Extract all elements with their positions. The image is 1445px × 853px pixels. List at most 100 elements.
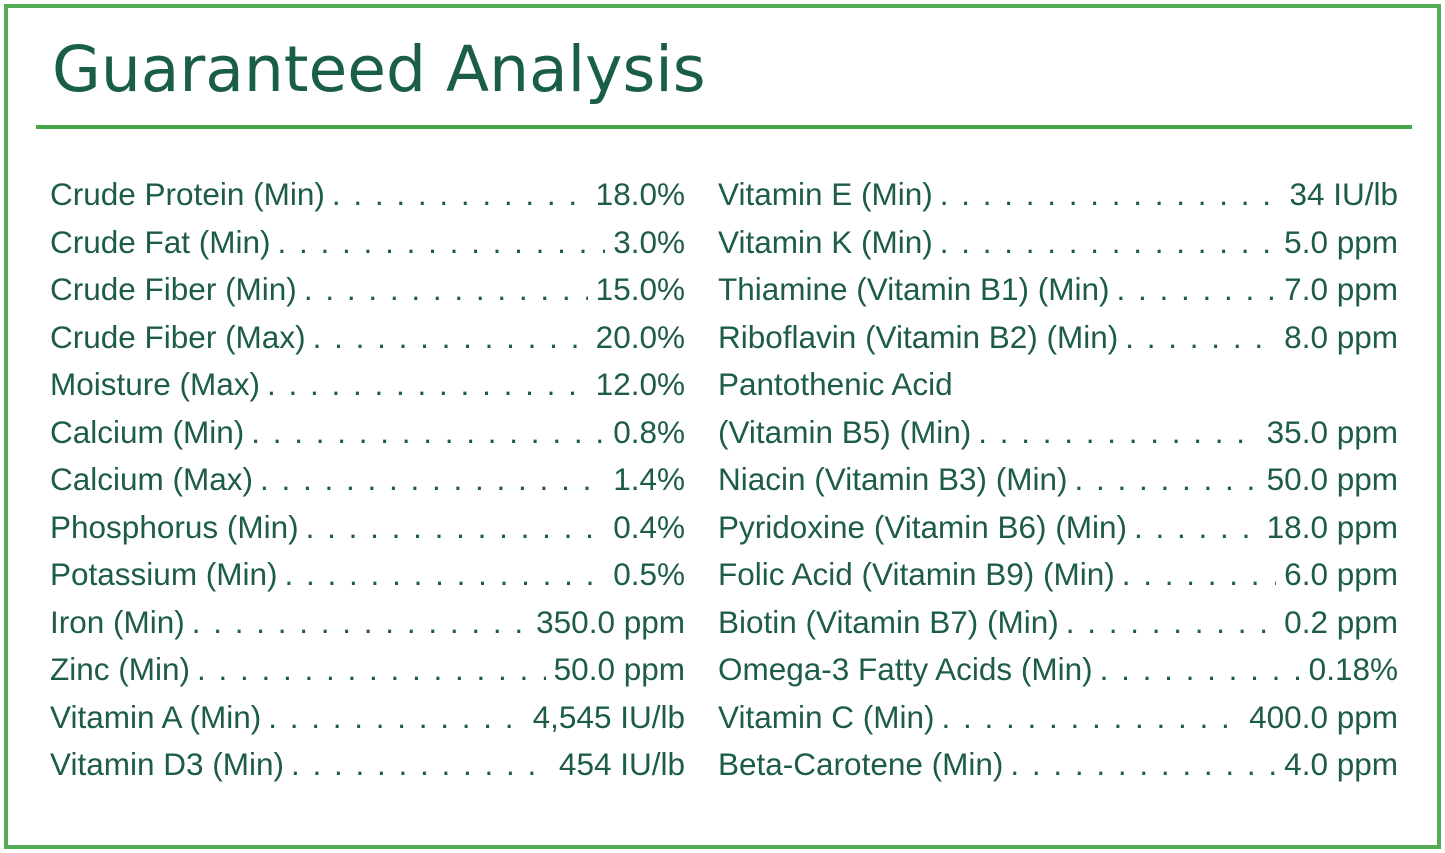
nutrient-label: Omega-3 Fatty Acids (Min) bbox=[718, 651, 1093, 687]
table-row: Crude Fiber (Max) 20.0% bbox=[50, 314, 685, 362]
nutrient-value: 454 IU/lb bbox=[558, 746, 685, 782]
nutrient-value: 18.0 ppm bbox=[1266, 508, 1398, 545]
table-row: Zinc (Min) 50.0 ppm bbox=[50, 646, 685, 694]
dot-leader bbox=[197, 646, 546, 694]
table-row: Crude Fiber (Min) 15.0% bbox=[50, 266, 685, 314]
dot-leader bbox=[260, 456, 605, 504]
label-panel: Guaranteed Analysis Crude Protein (Min) 1… bbox=[4, 4, 1441, 849]
table-row: Biotin (Vitamin B7) (Min) 0.2 ppm bbox=[718, 599, 1398, 647]
nutrient-value: 3.0% bbox=[613, 223, 685, 260]
dot-leader bbox=[1066, 599, 1276, 647]
nutrient-label: Potassium (Min) bbox=[50, 556, 278, 592]
nutrient-label: Thiamine (Vitamin B1) (Min) bbox=[718, 271, 1110, 307]
nutrient-value: 8.0 ppm bbox=[1284, 318, 1398, 355]
nutrient-value: 7.0 ppm bbox=[1284, 271, 1398, 307]
table-row-wrapped-head: Pantothenic Acid bbox=[718, 361, 1398, 409]
table-row: Pyridoxine (Vitamin B6) (Min) 18.0 ppm bbox=[718, 504, 1398, 552]
nutrient-label: Moisture (Max) bbox=[50, 366, 261, 402]
table-row: Riboflavin (Vitamin B2) (Min) 8.0 ppm bbox=[718, 314, 1398, 362]
nutrient-label: Calcium (Max) bbox=[50, 461, 254, 497]
dot-leader bbox=[313, 314, 588, 362]
nutrient-value: 5.0 ppm bbox=[1284, 223, 1398, 260]
table-row: Calcium (Min) 0.8% bbox=[50, 409, 685, 457]
dot-leader bbox=[1117, 266, 1277, 314]
nutrient-label: Folic Acid (Vitamin B9) (Min) bbox=[718, 556, 1115, 592]
nutrient-value: 400.0 ppm bbox=[1249, 698, 1398, 735]
nutrient-label: Crude Fiber (Max) bbox=[50, 318, 306, 355]
table-row: Calcium (Max) 1.4% bbox=[50, 456, 685, 504]
nutrient-label: Vitamin A (Min) bbox=[50, 698, 262, 735]
dot-leader bbox=[978, 409, 1258, 457]
nutrient-value: 18.0% bbox=[595, 176, 685, 212]
table-row: Niacin (Vitamin B3) (Min) 50.0 ppm bbox=[718, 456, 1398, 504]
nutrient-value: 0.4% bbox=[613, 508, 685, 545]
table-row: (Vitamin B5) (Min) 35.0 ppm bbox=[718, 409, 1398, 457]
nutrient-label: Crude Protein (Min) bbox=[50, 176, 325, 212]
dot-leader bbox=[940, 219, 1276, 267]
dot-leader bbox=[1100, 646, 1301, 694]
analysis-column-left: Crude Protein (Min) 18.0% Crude Fat (Min)… bbox=[50, 171, 685, 789]
table-row: Thiamine (Vitamin B1) (Min) 7.0 ppm bbox=[718, 266, 1398, 314]
dot-leader bbox=[941, 694, 1241, 742]
table-row: Beta-Carotene (Min) 4.0 ppm bbox=[718, 741, 1398, 789]
table-row: Moisture (Max) 12.0% bbox=[50, 361, 685, 409]
table-row: Potassium (Min) 0.5% bbox=[50, 551, 685, 599]
dot-leader bbox=[285, 551, 606, 599]
nutrient-label: Vitamin K (Min) bbox=[718, 223, 933, 260]
dot-leader bbox=[267, 361, 588, 409]
dot-leader bbox=[1010, 741, 1276, 789]
table-row: Crude Fat (Min) 3.0% bbox=[50, 219, 685, 267]
nutrient-label: Riboflavin (Vitamin B2) (Min) bbox=[718, 318, 1119, 355]
nutrient-label: Vitamin E (Min) bbox=[718, 176, 933, 212]
nutrient-value: 4,545 IU/lb bbox=[532, 698, 685, 735]
guaranteed-analysis-table: Crude Protein (Min) 18.0% Crude Fat (Min)… bbox=[8, 171, 1437, 789]
nutrient-value: 4.0 ppm bbox=[1284, 746, 1398, 782]
table-row: Folic Acid (Vitamin B9) (Min) 6.0 ppm bbox=[718, 551, 1398, 599]
nutrient-label: Crude Fat (Min) bbox=[50, 223, 271, 260]
nutrient-value: 50.0 ppm bbox=[1266, 461, 1398, 497]
nutrient-value: 12.0% bbox=[595, 366, 685, 402]
table-row: Iron (Min) 350.0 ppm bbox=[50, 599, 685, 647]
nutrient-value: 35.0 ppm bbox=[1266, 413, 1398, 450]
table-row: Vitamin K (Min) 5.0 ppm bbox=[718, 219, 1398, 267]
table-row: Vitamin E (Min) 34 IU/lb bbox=[718, 171, 1398, 219]
dot-leader bbox=[291, 741, 551, 789]
nutrient-label: Calcium (Min) bbox=[50, 413, 245, 450]
nutrient-value: 350.0 ppm bbox=[536, 603, 685, 640]
nutrient-value: 34 IU/lb bbox=[1289, 176, 1398, 212]
analysis-column-right: Vitamin E (Min) 34 IU/lb Vitamin K (Min) 5… bbox=[718, 171, 1398, 789]
table-row: Vitamin C (Min) 400.0 ppm bbox=[718, 694, 1398, 742]
dot-leader bbox=[251, 409, 605, 457]
dot-leader bbox=[192, 599, 528, 647]
table-row: Vitamin A (Min) 4,545 IU/lb bbox=[50, 694, 685, 742]
dot-leader bbox=[306, 504, 606, 552]
table-row: Vitamin D3 (Min) 454 IU/lb bbox=[50, 741, 685, 789]
nutrient-label: Iron (Min) bbox=[50, 603, 185, 640]
dot-leader bbox=[304, 266, 588, 314]
nutrient-label: Phosphorus (Min) bbox=[50, 508, 299, 545]
nutrient-value: 1.4% bbox=[613, 461, 685, 497]
nutrient-value: 0.8% bbox=[613, 413, 685, 450]
nutrient-label: Pyridoxine (Vitamin B6) (Min) bbox=[718, 508, 1128, 545]
nutrient-value: 20.0% bbox=[595, 318, 685, 355]
nutrient-value: 50.0 ppm bbox=[553, 651, 685, 687]
dot-leader bbox=[332, 171, 588, 219]
nutrient-label: Niacin (Vitamin B3) (Min) bbox=[718, 461, 1068, 497]
table-row: Phosphorus (Min) 0.4% bbox=[50, 504, 685, 552]
table-row: Omega-3 Fatty Acids (Min) 0.18% bbox=[718, 646, 1398, 694]
nutrient-label: Zinc (Min) bbox=[50, 651, 190, 687]
dot-leader bbox=[278, 219, 606, 267]
dot-leader bbox=[1122, 551, 1276, 599]
dot-leader bbox=[1134, 504, 1259, 552]
title-divider bbox=[36, 125, 1412, 129]
nutrient-label: (Vitamin B5) (Min) bbox=[718, 413, 972, 450]
nutrient-value: 6.0 ppm bbox=[1284, 556, 1398, 592]
nutrient-value: 15.0% bbox=[595, 271, 685, 307]
nutrient-label: Pantothenic Acid bbox=[718, 366, 953, 402]
table-row: Crude Protein (Min) 18.0% bbox=[50, 171, 685, 219]
nutrient-label: Crude Fiber (Min) bbox=[50, 271, 297, 307]
nutrient-label: Vitamin C (Min) bbox=[718, 698, 935, 735]
dot-leader bbox=[1075, 456, 1259, 504]
nutrient-label: Biotin (Vitamin B7) (Min) bbox=[718, 603, 1059, 640]
dot-leader bbox=[1125, 314, 1276, 362]
